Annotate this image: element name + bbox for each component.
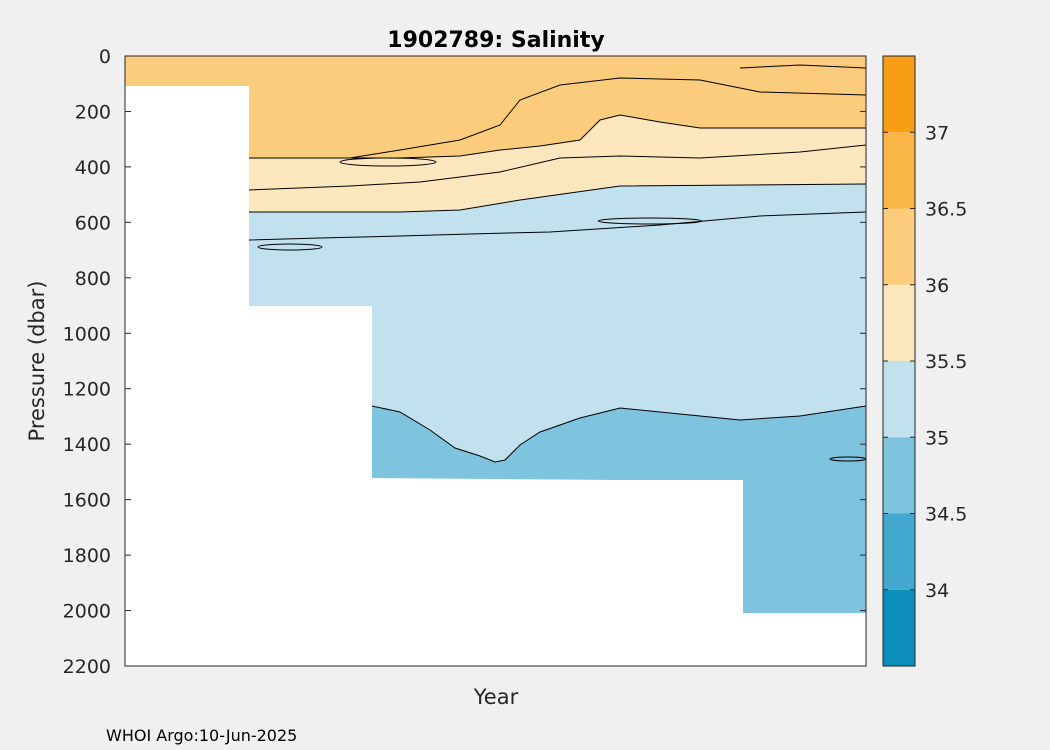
contour-line-35.5 [248,211,866,241]
colorbar-tick-label: 36.5 [925,199,967,221]
colorbar-band [883,132,915,209]
y-tick-label: 1400 [63,434,111,456]
band-34.5-35 [372,406,866,613]
y-tick-label: 400 [75,157,111,179]
chart-title: 1902789: Salinity [387,28,604,53]
no-data-region [743,613,866,666]
contour-line-35.5 [249,183,866,213]
band-35.5-36 [249,115,866,212]
plot-area [125,56,866,666]
y-tick-label: 2000 [63,601,111,623]
y-tick-label: 1000 [63,323,111,345]
x-axis-label: Year [473,685,519,709]
y-tick-label: 800 [75,268,111,290]
y-tick-label: 600 [75,212,111,234]
colorbar-band [883,437,915,514]
y-tick-label: 1800 [63,545,111,567]
y-tick-label: 2200 [63,656,111,678]
colorbar-band [883,361,915,438]
contour-line-35 [371,405,866,463]
no-data-region [372,480,743,666]
colorbar-tick-label: 36 [925,275,949,297]
colorbar-band [883,208,915,285]
colorbar-band [883,589,915,666]
contour-line-35.5 [248,144,866,191]
colorbar-tick-label: 37 [925,122,949,144]
colorbar: 34 34.5 35 35.5 36 36.5 37 [882,55,967,667]
colorbar-tick-label: 34.5 [925,504,967,526]
contour-line-36 [249,77,866,159]
contour-loop [597,217,703,225]
colorbar-band [883,284,915,361]
no-data-region [249,306,372,666]
y-tick-label: 1600 [63,490,111,512]
plot-frame [124,55,867,667]
y-axis: 0 200 400 600 800 1000 1200 1400 1600 1800 2000 220… [63,46,866,678]
y-tick-label: 200 [75,101,111,123]
contour-lines [248,64,866,463]
band-36-36.5 [125,56,866,158]
colorbar-tick-label: 35 [925,427,949,449]
colorbar-band [883,513,915,590]
band-35-35.5 [249,184,866,462]
contour-loop [829,456,866,462]
y-axis-label: Pressure (dbar) [25,281,49,442]
y-tick-label: 1200 [63,379,111,401]
contour-line-35 [739,64,866,69]
y-tick-label: 0 [99,46,111,68]
colorbar-tick-label: 34 [925,580,949,602]
colorbar-tick-label: 35.5 [925,351,967,373]
no-data-region [125,86,249,666]
contour-loop [339,157,437,167]
colorbar-band [883,56,915,133]
footer-credit: WHOI Argo:10-Jun-2025 [106,726,297,745]
contour-loop [257,243,323,251]
